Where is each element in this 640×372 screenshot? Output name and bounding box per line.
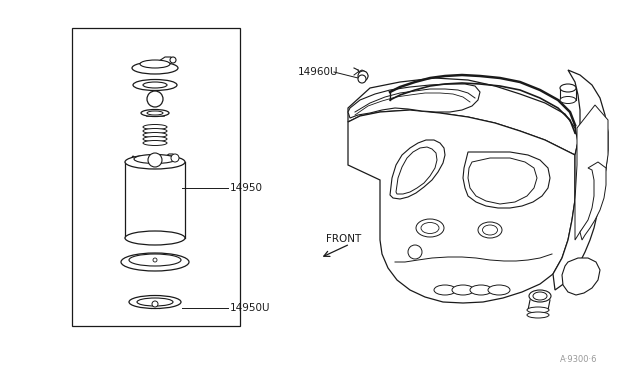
Polygon shape <box>348 110 575 303</box>
Ellipse shape <box>134 154 176 164</box>
Polygon shape <box>580 162 606 240</box>
Text: 14950: 14950 <box>230 183 263 193</box>
Polygon shape <box>468 158 537 204</box>
Ellipse shape <box>125 155 185 169</box>
Ellipse shape <box>527 307 549 313</box>
Text: FRONT: FRONT <box>326 234 361 244</box>
Text: 14950U: 14950U <box>230 303 271 313</box>
Ellipse shape <box>140 60 170 68</box>
Ellipse shape <box>143 132 167 138</box>
Ellipse shape <box>470 285 492 295</box>
Circle shape <box>408 245 422 259</box>
Polygon shape <box>463 152 550 208</box>
Ellipse shape <box>129 254 181 266</box>
Polygon shape <box>553 70 608 290</box>
Ellipse shape <box>533 292 547 300</box>
Ellipse shape <box>488 285 510 295</box>
Polygon shape <box>575 105 608 240</box>
Ellipse shape <box>416 219 444 237</box>
Polygon shape <box>348 84 480 118</box>
Ellipse shape <box>560 84 576 92</box>
Circle shape <box>358 75 366 83</box>
Circle shape <box>153 258 157 262</box>
Ellipse shape <box>434 285 456 295</box>
Polygon shape <box>562 258 600 295</box>
Circle shape <box>358 71 368 81</box>
Ellipse shape <box>560 96 576 103</box>
Ellipse shape <box>125 231 185 245</box>
Ellipse shape <box>527 312 549 318</box>
Ellipse shape <box>132 62 178 74</box>
Polygon shape <box>348 78 578 155</box>
Ellipse shape <box>143 128 167 134</box>
Text: 14960U: 14960U <box>298 67 339 77</box>
Ellipse shape <box>129 295 181 308</box>
Ellipse shape <box>529 290 551 302</box>
Ellipse shape <box>133 80 177 90</box>
Ellipse shape <box>483 225 497 235</box>
Ellipse shape <box>478 222 502 238</box>
Ellipse shape <box>421 222 439 234</box>
Ellipse shape <box>137 298 173 306</box>
Circle shape <box>152 301 158 307</box>
Circle shape <box>171 154 179 162</box>
Ellipse shape <box>452 285 474 295</box>
Ellipse shape <box>143 141 167 145</box>
Ellipse shape <box>121 253 189 271</box>
Polygon shape <box>390 140 445 199</box>
Ellipse shape <box>141 109 169 116</box>
Ellipse shape <box>143 137 167 141</box>
Circle shape <box>170 57 176 63</box>
Polygon shape <box>396 147 437 194</box>
Circle shape <box>147 91 163 107</box>
Text: A·9300·6: A·9300·6 <box>560 356 598 365</box>
Ellipse shape <box>143 125 167 129</box>
Ellipse shape <box>143 82 167 88</box>
Circle shape <box>148 153 162 167</box>
Bar <box>72 28 240 326</box>
Ellipse shape <box>147 111 163 115</box>
